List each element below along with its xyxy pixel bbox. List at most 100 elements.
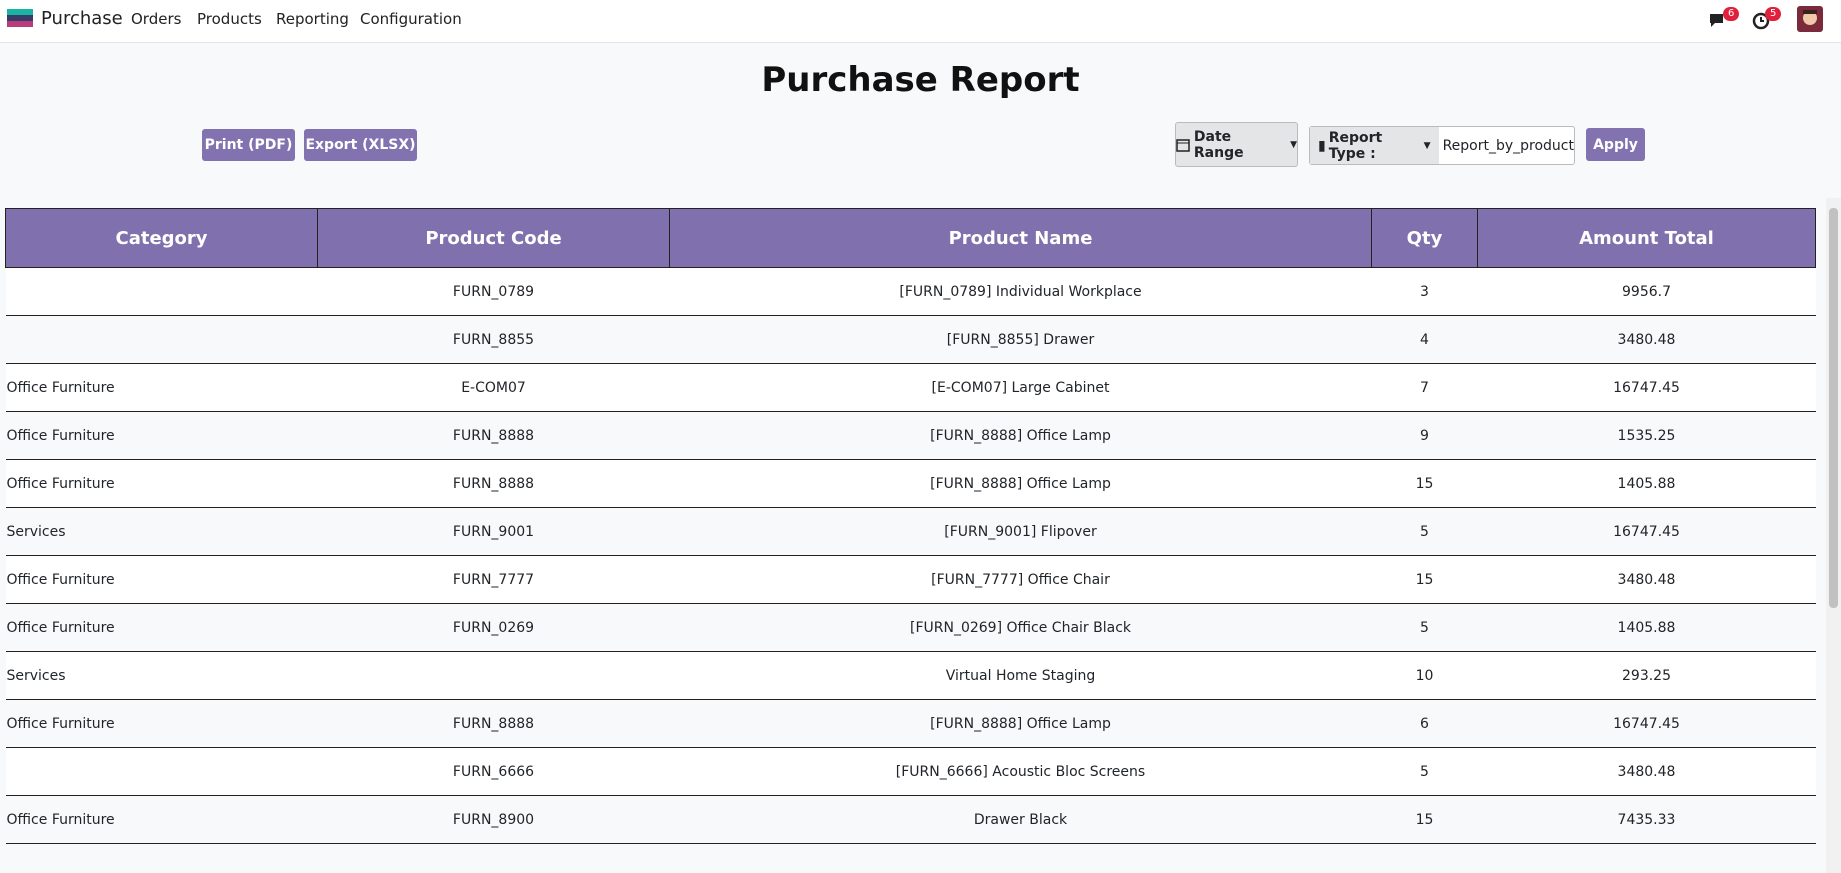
apply-button[interactable]: Apply [1586,128,1645,161]
table-cell: 9956.7 [1477,267,1816,316]
table-cell: 16747.45 [1477,363,1816,412]
header-row: Category Product Code Product Name Qty Amoun… [5,208,1816,268]
table-cell: Office Furniture [5,603,318,652]
menu-item[interactable]: Products [197,10,262,28]
table-row: FURN_0789 [FURN_0789] Individual Workplac… [5,267,1816,316]
table-cell: 4 [1371,315,1478,364]
table-cell: Office Furniture [5,363,318,412]
page-title: Purchase Report [761,60,1080,100]
table-cell: FURN_8888 [317,699,670,748]
table-row: Office Furniture FURN_8888 [FURN_8888] Off… [5,699,1816,748]
scrollbar [1826,198,1841,873]
navbar: Purchase Orders Products Reporting Confi… [0,0,1841,43]
report-type-label: Report Type : [1328,129,1383,162]
table-cell: 15 [1371,555,1478,604]
table-cell: 16747.45 [1477,507,1816,556]
table-cell: FURN_8888 [317,411,670,460]
calendar-icon [1176,138,1190,152]
table-cell [5,747,318,796]
messages-badge: 6 [1723,7,1740,21]
table-cell: [FURN_0269] Office Chair Black [669,603,1372,652]
table-cell: FURN_0269 [317,603,670,652]
table-cell: [FURN_6666] Acoustic Bloc Screens [669,747,1372,796]
column-header: Product Name [669,208,1372,268]
table-cell: [FURN_8888] Office Lamp [669,411,1372,460]
table-cell: Virtual Home Staging [669,651,1372,700]
table-cell: Office Furniture [5,459,318,508]
app-name[interactable]: Purchase [41,8,123,29]
table-cell: [FURN_7777] Office Chair [669,555,1372,604]
table-cell: 5 [1371,747,1478,796]
table-cell: 1535.25 [1477,411,1816,460]
column-header: Category [5,208,318,268]
table-cell: Office Furniture [5,555,318,604]
column-header: Product Code [317,208,670,268]
table-cell: 5 [1371,507,1478,556]
table-row: Office Furniture E-COM07 [E-COM07] Large C… [5,363,1816,412]
table-row: Services FURN_9001 [FURN_9001] Flipover 5 16… [5,507,1816,556]
app-logo [7,9,33,27]
table-cell: FURN_8900 [317,795,670,844]
table-cell: FURN_9001 [317,507,670,556]
table-cell: FURN_8888 [317,459,670,508]
table-row: Office Furniture FURN_7777 [FURN_7777] Off… [5,555,1816,604]
table-cell: Services [5,507,318,556]
menu-item[interactable]: Reporting [276,10,349,28]
table-row: Office Furniture FURN_8888 [FURN_8888] Off… [5,459,1816,508]
table-cell: 3480.48 [1477,315,1816,364]
table-cell: [E-COM07] Large Cabinet [669,363,1372,412]
messages-icon[interactable] [1708,12,1728,30]
table-cell: [FURN_9001] Flipover [669,507,1372,556]
table-row: Office Furniture FURN_8888 [FURN_8888] Off… [5,411,1816,460]
table-cell: 15 [1371,459,1478,508]
table-cell: 9 [1371,411,1478,460]
table-cell: 5 [1371,603,1478,652]
table-cell: [FURN_8888] Office Lamp [669,459,1372,508]
table-cell: 293.25 [1477,651,1816,700]
table-cell: 1405.88 [1477,459,1816,508]
activities-badge: 5 [1765,7,1782,21]
table-cell: FURN_8855 [317,315,670,364]
table-cell: Office Furniture [5,699,318,748]
table-cell: [FURN_8855] Drawer [669,315,1372,364]
table-cell: 15 [1371,795,1478,844]
report-type-group: ▮ Report Type : ▼ Report_by_product [1309,126,1575,165]
table-cell: E-COM07 [317,363,670,412]
print-button[interactable]: Print (PDF) [202,129,295,161]
table-cell [317,651,670,700]
table-cell: [FURN_8888] Office Lamp [669,699,1372,748]
table-row: Office Furniture FURN_0269 [FURN_0269] Off… [5,603,1816,652]
table-row: Services Virtual Home Staging 10 293.25 [5,651,1816,700]
column-header: Qty [1371,208,1478,268]
activities-icon[interactable] [1752,12,1770,30]
table-cell: 7435.33 [1477,795,1816,844]
report-table: Category Product Code Product Name Qty Amoun… [5,208,1816,844]
column-header: Amount Total [1477,208,1816,268]
table-cell [5,267,318,316]
user-avatar[interactable] [1797,6,1823,32]
table-cell: 6 [1371,699,1478,748]
table-cell: Services [5,651,318,700]
report-type-value[interactable]: Report_by_product [1442,137,1574,154]
table-cell: 10 [1371,651,1478,700]
table-cell: 3480.48 [1477,747,1816,796]
table-cell [5,315,318,364]
table-cell: FURN_6666 [317,747,670,796]
table-cell: 1405.88 [1477,603,1816,652]
table-cell: 7 [1371,363,1478,412]
table-cell: FURN_0789 [317,267,670,316]
report-type-dropdown[interactable]: ▮ Report Type : ▼ [1310,127,1439,164]
table-cell: Drawer Black [669,795,1372,844]
menu-item[interactable]: Configuration [360,10,462,28]
table-row: Office Furniture FURN_8900 Drawer Black 15 7… [5,795,1816,844]
table-cell: Office Furniture [5,795,318,844]
export-button[interactable]: Export (XLSX) [304,129,417,161]
table-cell: [FURN_0789] Individual Workplace [669,267,1372,316]
date-range-dropdown[interactable]: Date Range ▼ [1175,122,1298,167]
table-cell: 3 [1371,267,1478,316]
date-range-label: Date Range [1193,128,1244,161]
table-cell: 3480.48 [1477,555,1816,604]
menu-item[interactable]: Orders [131,10,182,28]
table-cell: FURN_7777 [317,555,670,604]
